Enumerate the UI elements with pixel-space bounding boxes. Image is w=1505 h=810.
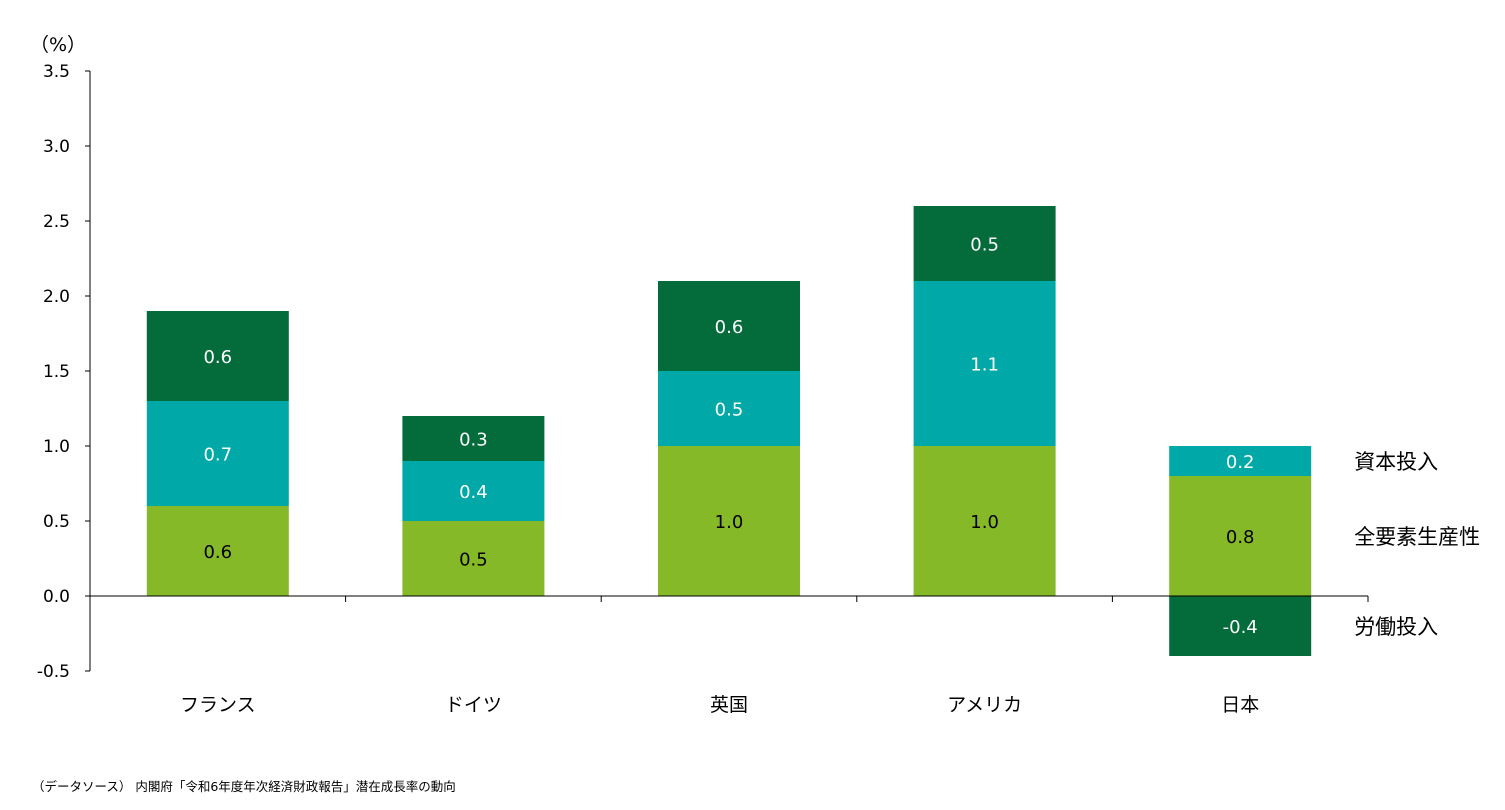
legend-label: 資本投入 [1354,450,1438,474]
bar-segment [402,521,545,596]
y-axis-unit-label: （%） [30,34,87,56]
bar-segment [913,281,1056,446]
bar-segment [913,446,1056,596]
y-tick-label: 0.0 [43,587,70,607]
bar-segment [1169,596,1312,656]
data-label: 1.0 [970,512,999,533]
legend-label: 全要素生産性 [1354,525,1480,549]
data-label: 0.4 [459,482,488,503]
bar-segment [146,401,289,506]
bar-segment [658,371,800,446]
data-label: 0.3 [459,430,488,451]
data-label: 0.5 [970,235,999,256]
y-tick-label: 2.5 [43,212,70,232]
bar-segment [658,281,800,371]
y-tick-label: 3.5 [43,62,70,82]
x-category-label: フランス [180,694,256,716]
bar-segment [1169,476,1312,596]
bar-segment [913,206,1056,281]
data-label: 0.2 [1226,452,1255,473]
y-tick-label: 0.5 [43,512,70,532]
data-label: 0.5 [459,550,488,571]
y-tick-label: 1.0 [43,437,70,457]
bar-segment [402,461,545,521]
y-tick-label: 3.0 [43,137,70,157]
data-label: 0.8 [1226,527,1255,548]
y-tick-label: -0.5 [37,662,70,682]
data-label: 0.6 [203,542,232,563]
x-category-label: 日本 [1221,694,1259,716]
bar-segment [146,506,289,596]
x-category-label: アメリカ [947,694,1022,716]
data-label: 0.5 [715,400,744,421]
bar-segment [658,446,800,596]
legend-label: 労働投入 [1354,615,1438,639]
y-tick-label: 1.5 [43,362,70,382]
bar-segment [402,416,545,461]
data-label: 1.1 [970,355,999,376]
x-category-label: 英国 [710,694,748,716]
bar-segment [1169,446,1312,476]
y-tick-label: 2.0 [43,287,70,307]
data-label: -0.4 [1223,617,1258,638]
source-note: （データソース） 内閣府「令和6年度年次経済財政報告」潜在成長率の動向 [32,779,456,794]
data-label: 0.6 [203,347,232,368]
data-label: 1.0 [715,512,744,533]
x-category-label: ドイツ [445,694,502,716]
bar-segment [146,311,289,401]
data-label: 0.6 [715,317,744,338]
data-label: 0.7 [203,445,232,466]
